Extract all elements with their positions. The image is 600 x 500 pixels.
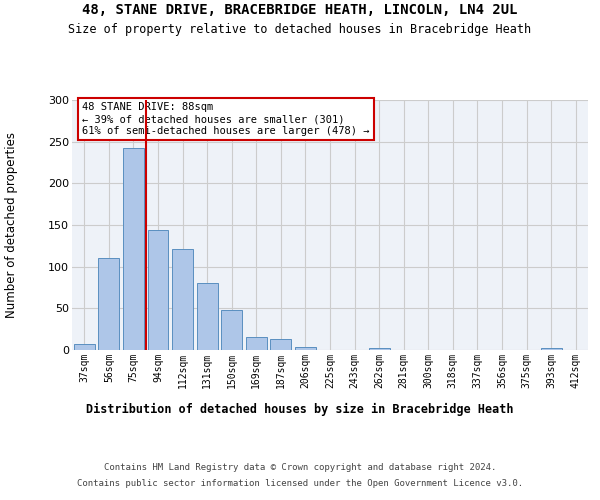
Bar <box>246 336 267 350</box>
Text: 48 STANE DRIVE: 88sqm
← 39% of detached houses are smaller (301)
61% of semi-det: 48 STANE DRIVE: 88sqm ← 39% of detached … <box>82 102 370 136</box>
Text: Distribution of detached houses by size in Bracebridge Heath: Distribution of detached houses by size … <box>86 402 514 415</box>
Bar <box>368 348 389 350</box>
Bar <box>98 258 119 350</box>
Bar <box>295 346 316 350</box>
Bar <box>123 148 144 350</box>
Bar <box>271 339 292 350</box>
Bar <box>541 348 562 350</box>
Text: Contains HM Land Registry data © Crown copyright and database right 2024.: Contains HM Land Registry data © Crown c… <box>104 462 496 471</box>
Y-axis label: Number of detached properties: Number of detached properties <box>5 132 18 318</box>
Text: Contains public sector information licensed under the Open Government Licence v3: Contains public sector information licen… <box>77 479 523 488</box>
Bar <box>172 249 193 350</box>
Text: Size of property relative to detached houses in Bracebridge Heath: Size of property relative to detached ho… <box>68 22 532 36</box>
Bar <box>221 310 242 350</box>
Text: 48, STANE DRIVE, BRACEBRIDGE HEATH, LINCOLN, LN4 2UL: 48, STANE DRIVE, BRACEBRIDGE HEATH, LINC… <box>82 2 518 16</box>
Bar <box>74 344 95 350</box>
Bar <box>148 230 169 350</box>
Bar <box>197 282 218 350</box>
